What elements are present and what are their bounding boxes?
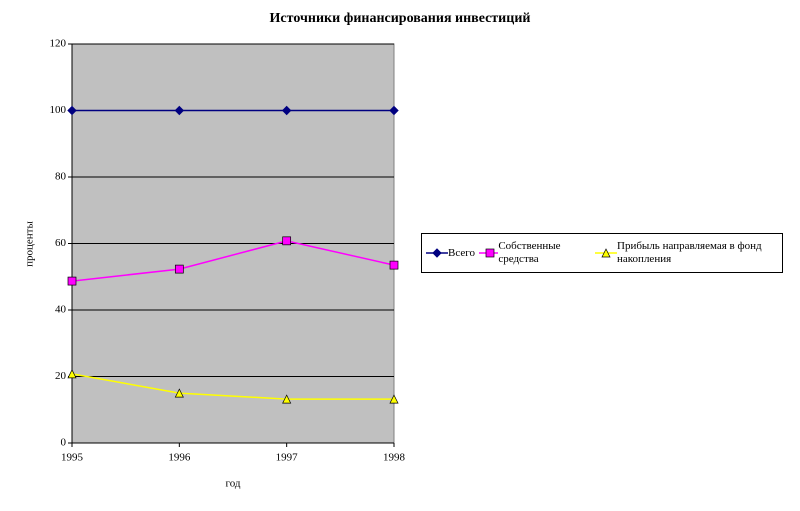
x-axis-label: год [225, 478, 240, 490]
legend-item: Собственные средства [478, 240, 591, 266]
legend-label: Собственные средства [498, 240, 561, 265]
marker [389, 105, 399, 116]
marker [389, 260, 399, 270]
series-line [71, 373, 394, 400]
y-tick-label: 20 [55, 370, 67, 382]
x-tick-label: 1998 [383, 452, 406, 464]
legend-label: Всего [448, 246, 475, 259]
series-line [71, 240, 395, 282]
marker [174, 264, 184, 274]
marker [432, 248, 442, 258]
marker [389, 394, 399, 404]
marker [67, 369, 77, 379]
y-axis-label: проценты [24, 221, 36, 267]
y-tick-label: 80 [55, 171, 67, 183]
legend-swatch [478, 248, 499, 258]
marker [174, 105, 185, 116]
y-tick-label: 100 [50, 104, 67, 116]
marker [601, 248, 611, 258]
legend-swatch [595, 248, 617, 258]
y-tick-label: 40 [55, 304, 67, 316]
x-tick-label: 1995 [61, 452, 84, 464]
legend: Всего Собственные средства Прибыль направл… [421, 233, 783, 273]
legend-swatch [426, 248, 448, 258]
marker [281, 105, 292, 116]
marker [282, 394, 292, 404]
legend-label: Прибыль направляемая в фонд накопления [617, 240, 762, 265]
y-tick-label: 120 [50, 38, 67, 50]
marker [282, 236, 292, 246]
x-tick-label: 1996 [168, 452, 191, 464]
marker [485, 248, 495, 258]
marker [67, 105, 77, 116]
chart-title: Источники финансирования инвестиций [270, 11, 531, 26]
y-tick-label: 0 [61, 437, 67, 449]
legend-item: Прибыль направляемая в фонд накопления [595, 240, 782, 266]
y-tick-label: 60 [55, 237, 67, 249]
x-tick-label: 1997 [276, 452, 299, 464]
marker [174, 388, 184, 398]
marker [67, 276, 77, 286]
legend-item: Всего [426, 247, 475, 260]
